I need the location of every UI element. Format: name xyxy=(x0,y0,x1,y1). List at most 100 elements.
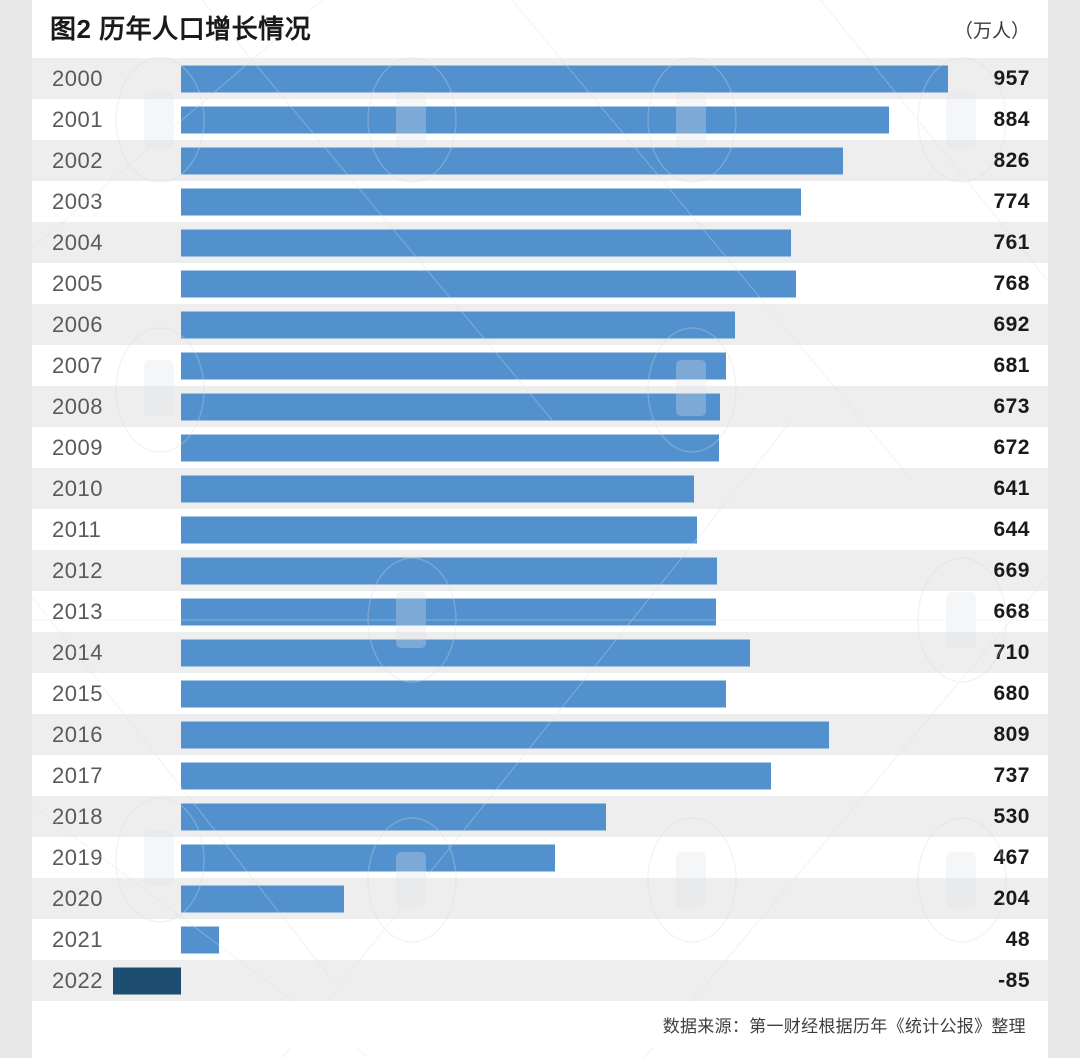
table-row: 2019 467 xyxy=(32,837,1048,878)
table-row: 2002 826 xyxy=(32,140,1048,181)
row-value-label: 761 xyxy=(993,230,1030,254)
row-value-label: 826 xyxy=(993,148,1030,172)
row-bar xyxy=(181,311,736,338)
row-bar xyxy=(181,844,556,871)
row-bar xyxy=(181,721,829,748)
row-year-label: 2020 xyxy=(52,885,103,911)
row-value-label: 644 xyxy=(993,517,1030,541)
table-row: 2010 641 xyxy=(32,468,1048,509)
row-bar-track xyxy=(32,960,1048,1001)
row-year-label: 2018 xyxy=(52,803,103,829)
row-year-label: 2000 xyxy=(52,65,103,91)
row-bar xyxy=(181,393,721,420)
row-bar xyxy=(181,598,717,625)
row-bar-track xyxy=(32,140,1048,181)
row-value-label: 672 xyxy=(993,435,1030,459)
row-value-label: 673 xyxy=(993,394,1030,418)
row-value-label: 668 xyxy=(993,599,1030,623)
row-value-label: 809 xyxy=(993,722,1030,746)
table-row: 2008 673 xyxy=(32,386,1048,427)
row-year-label: 2015 xyxy=(52,680,103,706)
row-bar-track xyxy=(32,304,1048,345)
row-value-label: 530 xyxy=(993,804,1030,828)
row-bar-track xyxy=(32,837,1048,878)
table-row: 2006 692 xyxy=(32,304,1048,345)
row-bar-track xyxy=(32,468,1048,509)
row-year-label: 2016 xyxy=(52,721,103,747)
row-year-label: 2003 xyxy=(52,188,103,214)
table-row: 2022 -85 xyxy=(32,960,1048,1001)
table-row: 2018 530 xyxy=(32,796,1048,837)
table-row: 2012 669 xyxy=(32,550,1048,591)
row-bar xyxy=(181,762,772,789)
row-year-label: 2019 xyxy=(52,844,103,870)
row-bar-track xyxy=(32,345,1048,386)
table-row: 2000 957 xyxy=(32,58,1048,99)
row-year-label: 2001 xyxy=(52,106,103,132)
table-row: 2015 680 xyxy=(32,673,1048,714)
source-note: 数据来源：第一财经根据历年《统计公报》整理 xyxy=(662,1017,1026,1036)
row-year-label: 2021 xyxy=(52,926,103,952)
row-value-label: 884 xyxy=(993,107,1030,131)
table-row: 2003 774 xyxy=(32,181,1048,222)
page-title: 图2 历年人口增长情况 xyxy=(50,14,312,44)
row-bar-track xyxy=(32,796,1048,837)
row-value-label: 204 xyxy=(993,886,1030,910)
row-value-label: 737 xyxy=(993,763,1030,787)
row-bar xyxy=(181,516,697,543)
chart-header: 图2 历年人口增长情况 （万人） xyxy=(32,0,1048,58)
row-value-label: 467 xyxy=(993,845,1030,869)
row-year-label: 2006 xyxy=(52,311,103,337)
row-bar-track xyxy=(32,386,1048,427)
row-value-label: 957 xyxy=(993,66,1030,90)
row-bar xyxy=(181,229,791,256)
table-row: 2009 672 xyxy=(32,427,1048,468)
row-value-label: 710 xyxy=(993,640,1030,664)
bar-chart-rows: 2000 957 2001 884 2002 826 2003 774 2004 761 2005 7… xyxy=(32,58,1048,1001)
row-value-label: 768 xyxy=(993,271,1030,295)
table-row: 2013 668 xyxy=(32,591,1048,632)
table-row: 2016 809 xyxy=(32,714,1048,755)
row-bar-track xyxy=(32,632,1048,673)
table-row: 2001 884 xyxy=(32,99,1048,140)
row-bar xyxy=(181,188,801,215)
row-bar-track xyxy=(32,427,1048,468)
row-bar-track xyxy=(32,222,1048,263)
table-row: 2020 204 xyxy=(32,878,1048,919)
row-value-label: -85 xyxy=(998,968,1030,992)
table-row: 2017 737 xyxy=(32,755,1048,796)
row-value-label: 641 xyxy=(993,476,1030,500)
row-year-label: 2002 xyxy=(52,147,103,173)
row-year-label: 2022 xyxy=(52,967,103,993)
row-bar-track xyxy=(32,550,1048,591)
row-bar-track xyxy=(32,714,1048,755)
row-year-label: 2017 xyxy=(52,762,103,788)
row-bar-track xyxy=(32,58,1048,99)
table-row: 2005 768 xyxy=(32,263,1048,304)
row-year-label: 2008 xyxy=(52,393,103,419)
row-year-label: 2012 xyxy=(52,557,103,583)
table-row: 2011 644 xyxy=(32,509,1048,550)
row-bar xyxy=(181,680,726,707)
row-bar xyxy=(181,803,606,830)
table-row: 2004 761 xyxy=(32,222,1048,263)
row-year-label: 2014 xyxy=(52,639,103,665)
row-bar xyxy=(181,885,345,912)
row-year-label: 2009 xyxy=(52,434,103,460)
row-bar-track xyxy=(32,181,1048,222)
chart-footer: 数据来源：第一财经根据历年《统计公报》整理 xyxy=(32,1001,1048,1048)
row-bar xyxy=(181,639,750,666)
row-bar-track xyxy=(32,99,1048,140)
row-bar xyxy=(181,65,948,92)
table-row: 2014 710 xyxy=(32,632,1048,673)
row-value-label: 681 xyxy=(993,353,1030,377)
row-bar-track xyxy=(32,755,1048,796)
row-year-label: 2005 xyxy=(52,270,103,296)
row-value-label: 692 xyxy=(993,312,1030,336)
row-bar xyxy=(181,270,797,297)
row-bar xyxy=(181,106,890,133)
row-value-label: 680 xyxy=(993,681,1030,705)
row-year-label: 2004 xyxy=(52,229,103,255)
table-row: 2007 681 xyxy=(32,345,1048,386)
row-bar xyxy=(181,475,695,502)
